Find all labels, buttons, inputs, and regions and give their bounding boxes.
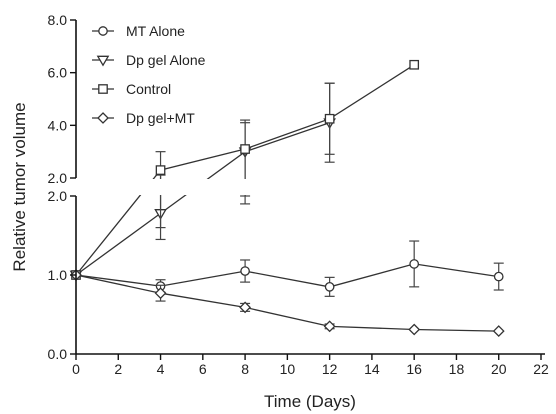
data-point [408,323,421,336]
x-tick-label: 18 [449,361,465,377]
data-point [154,287,167,300]
plot-series [69,59,542,338]
y-tick-label: 2.0 [48,188,68,204]
data-point [323,320,336,333]
data-point [155,165,166,175]
x-tick-label: 8 [241,361,249,377]
legend-marker [98,26,108,36]
data-point [240,144,250,154]
x-tick-label: 22 [533,361,549,377]
x-tick-label: 10 [280,361,296,377]
y-tick-label: 8.0 [48,12,68,28]
data-point [324,113,335,124]
x-tick-label: 20 [491,361,507,377]
legend-marker [97,112,109,124]
data-point [492,325,505,338]
x-tick-label: 12 [322,361,338,377]
series-line [75,274,499,332]
legend-label: MT Alone [126,23,185,39]
series-dp-gel-mt [70,269,505,338]
legend-item: Dp gel Alone [92,52,206,68]
x-tick-label: 2 [114,361,122,377]
y-tick-label: 2.0 [48,170,68,186]
series-line [75,263,499,288]
axis-break-gap [76,179,542,195]
data-point [409,259,420,269]
data-point [239,301,252,314]
legend-marker [96,55,110,67]
x-tick-label: 4 [157,361,165,377]
legend-label: Dp gel+MT [126,110,195,126]
legend-label: Dp gel Alone [126,52,206,68]
ticks: 0 2 4 6 8 10 12 14 16 18 20 22 0.0 1.0 2.0 2.0 4.0 6.0 8.0 [48,12,549,377]
y-tick-label: 1.0 [48,267,68,283]
legend-label: Control [126,81,171,97]
legend-item: Control [92,81,171,97]
y-tick-label: 4.0 [48,117,68,133]
data-point [409,59,420,70]
x-tick-label: 6 [199,361,207,377]
legend-item: MT Alone [92,23,185,39]
series-line [75,122,330,276]
x-tick-label: 0 [72,361,80,377]
x-tick-label: 16 [406,361,422,377]
data-point [324,281,335,292]
y-tick-label: 0.0 [48,346,68,362]
data-point [493,271,504,282]
y-tick-label: 6.0 [48,65,68,81]
x-tick-label: 14 [364,361,380,377]
series-control [71,59,420,280]
legend: MT Alone Dp gel Alone Control Dp gel+MT [92,23,206,126]
data-point [240,266,250,276]
legend-marker [98,84,108,94]
y-axis-title: Relative tumor volume [10,102,29,271]
x-axis-title: Time (Days) [264,392,356,411]
legend-item: Dp gel+MT [92,110,195,126]
